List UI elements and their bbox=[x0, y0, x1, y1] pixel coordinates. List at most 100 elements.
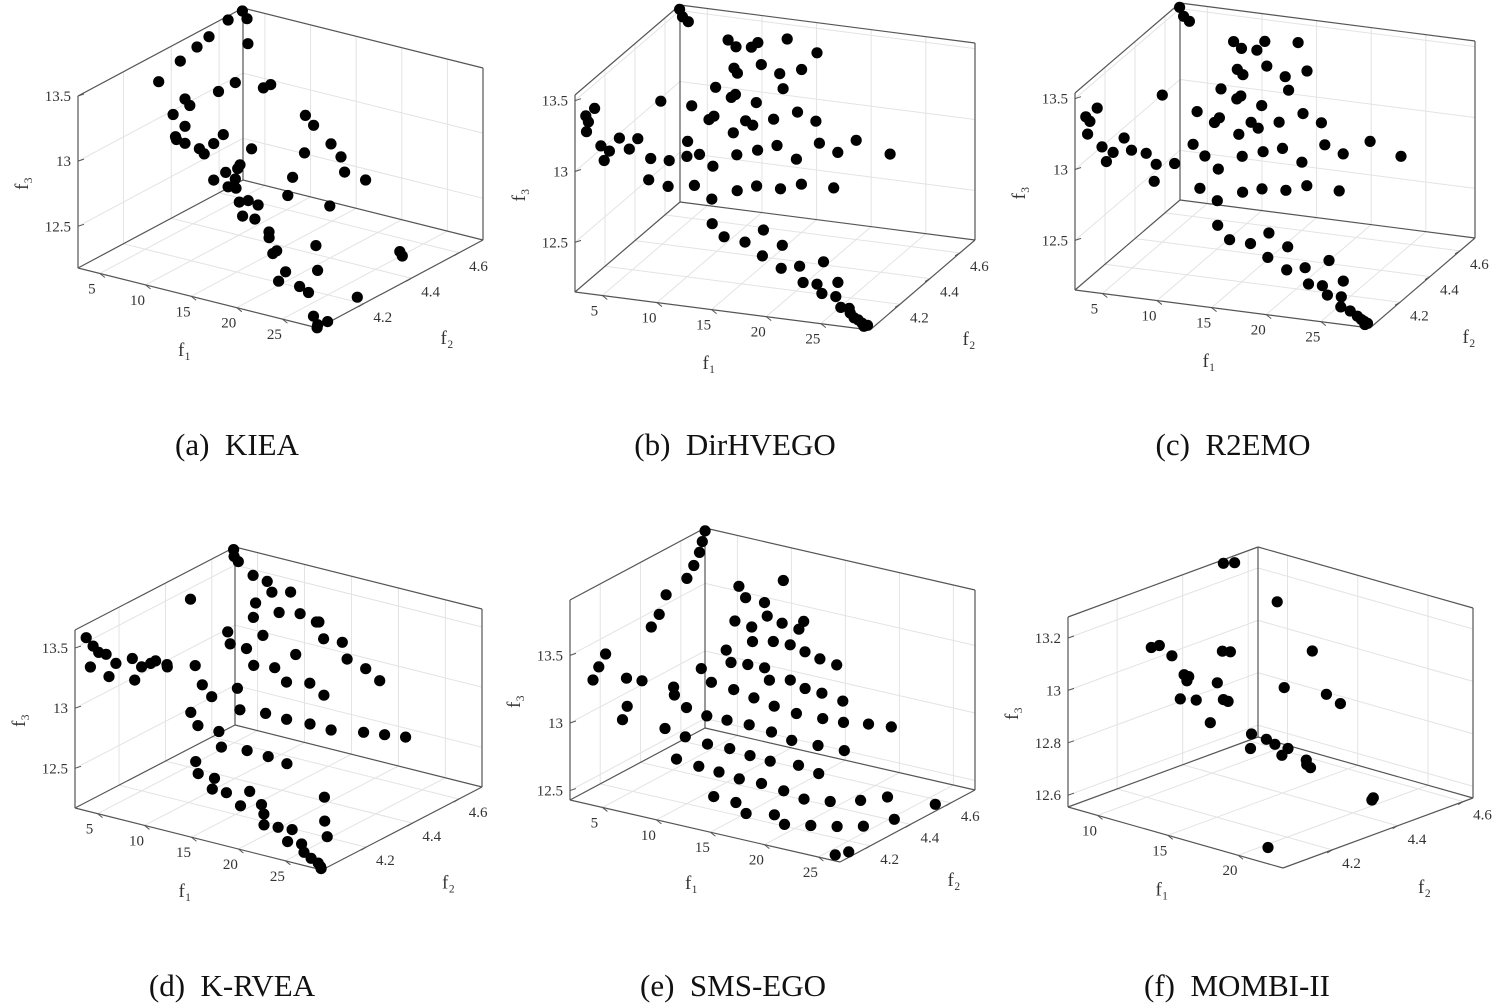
grid-line bbox=[144, 742, 305, 826]
data-point bbox=[600, 648, 612, 660]
x-tick-label: 5 bbox=[88, 281, 96, 297]
data-point bbox=[215, 741, 227, 753]
data-point bbox=[755, 59, 767, 71]
z-tick-label: 12.5 bbox=[42, 761, 68, 777]
z-tick-label: 13 bbox=[1053, 163, 1068, 179]
data-point bbox=[798, 793, 810, 805]
data-point bbox=[731, 149, 743, 161]
y-tick-label: 4.6 bbox=[1470, 257, 1489, 273]
x-tick-label: 5 bbox=[1091, 302, 1099, 318]
data-point bbox=[774, 68, 786, 80]
y-tick bbox=[945, 802, 952, 807]
grid-line bbox=[656, 212, 763, 303]
z-tick-label: 13 bbox=[56, 154, 71, 170]
panel-b: 5 10 15 20 25 4.2 4.4 4.6 12.5 13 13.5 f₁ f₂ f₃ bbox=[509, 3, 989, 374]
data-point bbox=[1190, 694, 1202, 706]
x-tick bbox=[1156, 300, 1163, 305]
x-tick-label: 25 bbox=[1305, 330, 1320, 346]
x-tick bbox=[820, 323, 827, 329]
data-point bbox=[248, 659, 260, 672]
data-point bbox=[1395, 150, 1407, 162]
data-point bbox=[1222, 695, 1234, 708]
grid-line bbox=[165, 760, 413, 824]
data-point bbox=[174, 55, 186, 67]
grid-line bbox=[1265, 224, 1372, 316]
data-point bbox=[817, 256, 830, 268]
data-point bbox=[336, 636, 348, 648]
data-point bbox=[798, 615, 810, 628]
data-point bbox=[1244, 742, 1257, 755]
data-point bbox=[1091, 102, 1103, 114]
data-point bbox=[1334, 698, 1346, 710]
data-point bbox=[294, 280, 306, 293]
data-point bbox=[322, 316, 334, 328]
data-point bbox=[1257, 146, 1269, 158]
axis-box-edge bbox=[1067, 806, 1284, 869]
grid-line bbox=[234, 564, 483, 628]
data-point bbox=[764, 755, 776, 767]
data-point bbox=[797, 276, 809, 289]
data-point bbox=[831, 820, 843, 833]
x-tick-label: 10 bbox=[641, 311, 656, 327]
data-point bbox=[829, 849, 841, 861]
x-tick bbox=[1265, 314, 1272, 320]
panel-f: 10 15 20 4.2 4.4 4.6 12.6 12.8 13 13.2 f₁ f₂ f₃ bbox=[1002, 546, 1492, 901]
data-point bbox=[242, 38, 254, 50]
data-point bbox=[185, 706, 197, 719]
data-point bbox=[220, 787, 232, 799]
data-point bbox=[662, 180, 674, 192]
data-point bbox=[1212, 163, 1224, 175]
y-tick-label: 4.2 bbox=[376, 853, 395, 869]
grid-line bbox=[1179, 8, 1476, 48]
data-point bbox=[799, 682, 811, 695]
y-tick bbox=[360, 846, 367, 851]
data-point bbox=[281, 758, 293, 770]
data-point bbox=[1169, 157, 1181, 170]
x-tick-label: 25 bbox=[803, 865, 818, 881]
data-point bbox=[756, 250, 769, 262]
grid-line bbox=[242, 137, 484, 199]
z-tick-label: 13.5 bbox=[42, 641, 68, 657]
grid-line bbox=[569, 650, 706, 724]
data-point bbox=[705, 676, 718, 688]
y-tick-label: 4.6 bbox=[1473, 808, 1492, 824]
data-point bbox=[1297, 108, 1309, 120]
panel-a: 5 10 15 20 25 4.2 4.4 4.6 12.5 13 13.5 f₁ f₂ f₃ bbox=[12, 5, 488, 361]
data-point bbox=[1211, 677, 1223, 689]
data-point bbox=[360, 663, 372, 675]
x-tick-label: 20 bbox=[1223, 863, 1238, 879]
z-tick-label: 13.2 bbox=[1035, 631, 1061, 647]
data-point bbox=[817, 713, 829, 725]
data-point bbox=[1304, 762, 1317, 774]
axis-box-edge bbox=[574, 201, 681, 293]
z-axis-label: f₃ bbox=[509, 189, 530, 202]
data-point bbox=[768, 113, 780, 125]
data-point bbox=[1213, 112, 1225, 124]
data-point bbox=[799, 646, 811, 658]
data-point bbox=[603, 145, 616, 157]
x-tick bbox=[1097, 814, 1103, 820]
data-point bbox=[1245, 116, 1257, 128]
axis-box-edge bbox=[1179, 2, 1476, 42]
y-tick-label: 4.2 bbox=[910, 310, 929, 326]
data-point bbox=[1364, 135, 1376, 147]
y-axis-label: f₂ bbox=[442, 873, 455, 894]
axis-box-edge bbox=[1179, 199, 1476, 239]
grid-line bbox=[1134, 238, 1431, 278]
y-tick bbox=[905, 823, 911, 828]
data-point bbox=[855, 794, 867, 807]
data-point bbox=[1183, 15, 1195, 27]
data-point bbox=[1323, 254, 1335, 267]
x-tick bbox=[764, 844, 770, 850]
grid-line bbox=[1067, 567, 1259, 639]
data-point bbox=[812, 739, 824, 752]
z-tick bbox=[1067, 687, 1075, 691]
data-point bbox=[1260, 733, 1272, 745]
data-point bbox=[272, 821, 284, 833]
data-point bbox=[242, 195, 254, 207]
x-tick bbox=[710, 831, 716, 837]
data-point bbox=[233, 196, 245, 208]
data-point bbox=[681, 572, 693, 585]
data-point bbox=[192, 720, 204, 732]
x-tick-label: 10 bbox=[1082, 823, 1097, 839]
